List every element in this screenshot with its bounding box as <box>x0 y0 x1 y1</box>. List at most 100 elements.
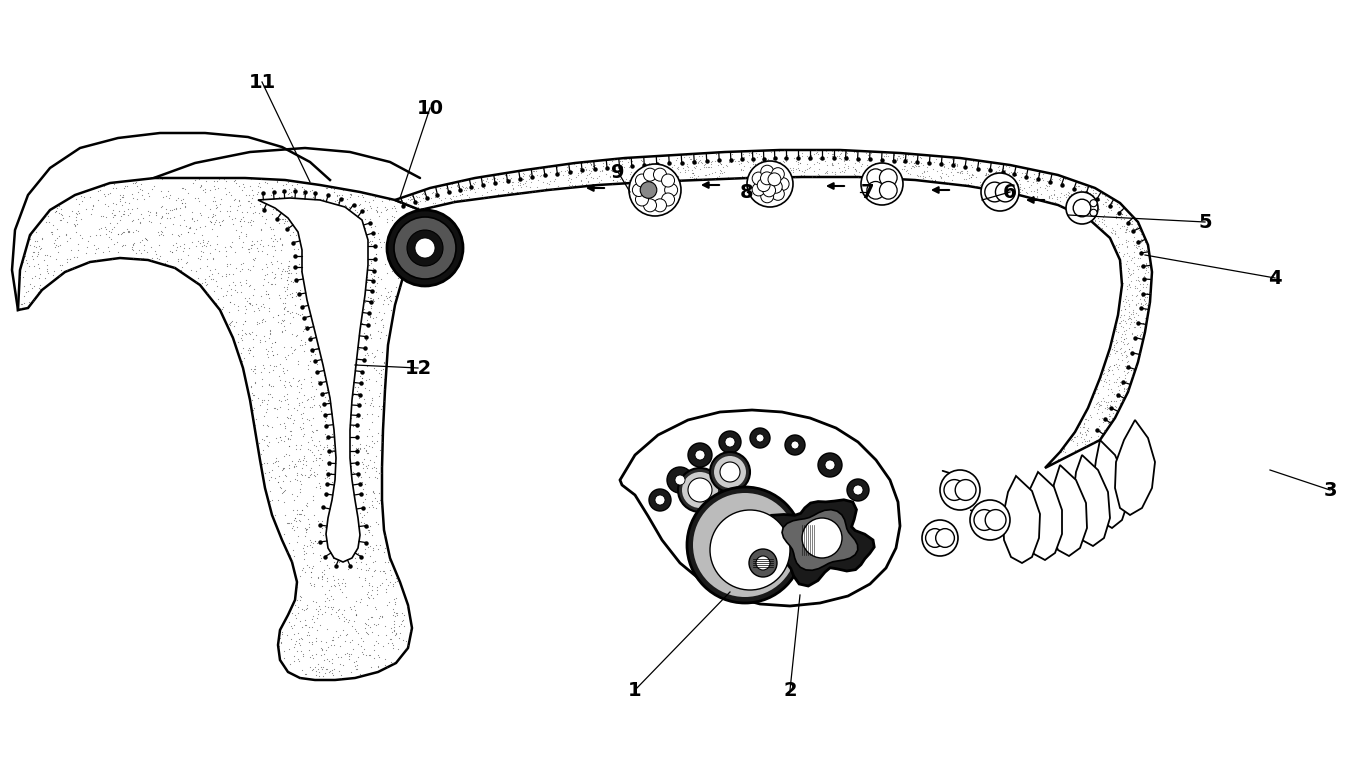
Point <box>918 170 940 183</box>
Point <box>667 552 689 564</box>
Point <box>651 526 673 538</box>
Point <box>732 164 754 176</box>
Point <box>206 296 227 309</box>
Point <box>1074 180 1096 193</box>
Point <box>260 189 282 201</box>
Point <box>818 589 840 601</box>
Point <box>740 161 762 173</box>
Point <box>262 421 284 433</box>
Point <box>1067 176 1089 189</box>
Point <box>99 187 121 200</box>
Point <box>830 522 852 535</box>
Point <box>349 311 371 324</box>
Point <box>1108 391 1130 403</box>
Point <box>144 180 166 192</box>
Point <box>362 486 384 498</box>
Point <box>758 537 780 550</box>
Point <box>729 569 751 581</box>
Point <box>381 247 403 259</box>
Point <box>782 535 804 547</box>
Point <box>862 549 884 561</box>
Point <box>296 523 318 536</box>
Point <box>630 170 652 183</box>
Point <box>1049 173 1071 186</box>
Point <box>314 648 336 660</box>
Point <box>1008 177 1030 190</box>
Point <box>736 490 758 502</box>
Point <box>675 557 697 570</box>
Point <box>829 510 851 522</box>
Point <box>629 460 651 472</box>
Point <box>777 536 799 549</box>
Point <box>262 349 284 361</box>
Point <box>721 450 743 463</box>
Point <box>41 226 63 238</box>
Circle shape <box>640 182 656 198</box>
Point <box>851 480 873 492</box>
Point <box>796 426 818 438</box>
Point <box>326 337 348 350</box>
Point <box>630 168 652 180</box>
Point <box>48 230 70 242</box>
Point <box>756 408 778 420</box>
Point <box>807 168 829 180</box>
Point <box>271 474 293 487</box>
Point <box>830 457 852 469</box>
Point <box>1019 497 1041 509</box>
Point <box>352 635 374 648</box>
Point <box>688 557 710 570</box>
Point <box>300 468 322 481</box>
Point <box>1097 396 1119 409</box>
Point <box>648 503 670 515</box>
Point <box>681 553 703 565</box>
Point <box>215 259 237 272</box>
Point <box>793 425 815 437</box>
Point <box>1023 481 1045 494</box>
Point <box>884 169 906 181</box>
Point <box>827 152 849 164</box>
Point <box>1108 474 1130 487</box>
Point <box>353 392 375 405</box>
Point <box>969 156 991 169</box>
Point <box>1015 548 1037 560</box>
Point <box>822 440 844 453</box>
Point <box>1032 512 1054 524</box>
Point <box>293 604 315 616</box>
Point <box>770 592 792 604</box>
Point <box>314 231 336 243</box>
Point <box>356 314 378 327</box>
Point <box>1107 231 1129 244</box>
Point <box>859 537 881 550</box>
Point <box>455 180 477 193</box>
Point <box>330 528 352 540</box>
Point <box>349 515 371 528</box>
Point <box>363 644 385 656</box>
Point <box>270 232 292 245</box>
Point <box>808 548 830 560</box>
Point <box>803 165 825 177</box>
Point <box>658 167 680 180</box>
Point <box>1066 437 1088 449</box>
Point <box>658 513 680 526</box>
Point <box>374 659 396 671</box>
Point <box>1106 336 1128 348</box>
Point <box>804 488 826 500</box>
Point <box>293 323 315 335</box>
Point <box>1058 474 1080 486</box>
Point <box>697 482 719 495</box>
Point <box>1077 424 1099 437</box>
Point <box>264 509 286 521</box>
Point <box>227 200 249 212</box>
Point <box>270 272 292 284</box>
Point <box>752 464 774 477</box>
Point <box>1130 303 1152 315</box>
Point <box>988 172 1010 184</box>
Point <box>718 433 740 446</box>
Point <box>725 530 747 543</box>
Point <box>222 276 244 288</box>
Point <box>1088 450 1110 462</box>
Point <box>111 240 133 252</box>
Point <box>700 536 722 549</box>
Point <box>374 307 396 320</box>
Point <box>223 284 245 296</box>
